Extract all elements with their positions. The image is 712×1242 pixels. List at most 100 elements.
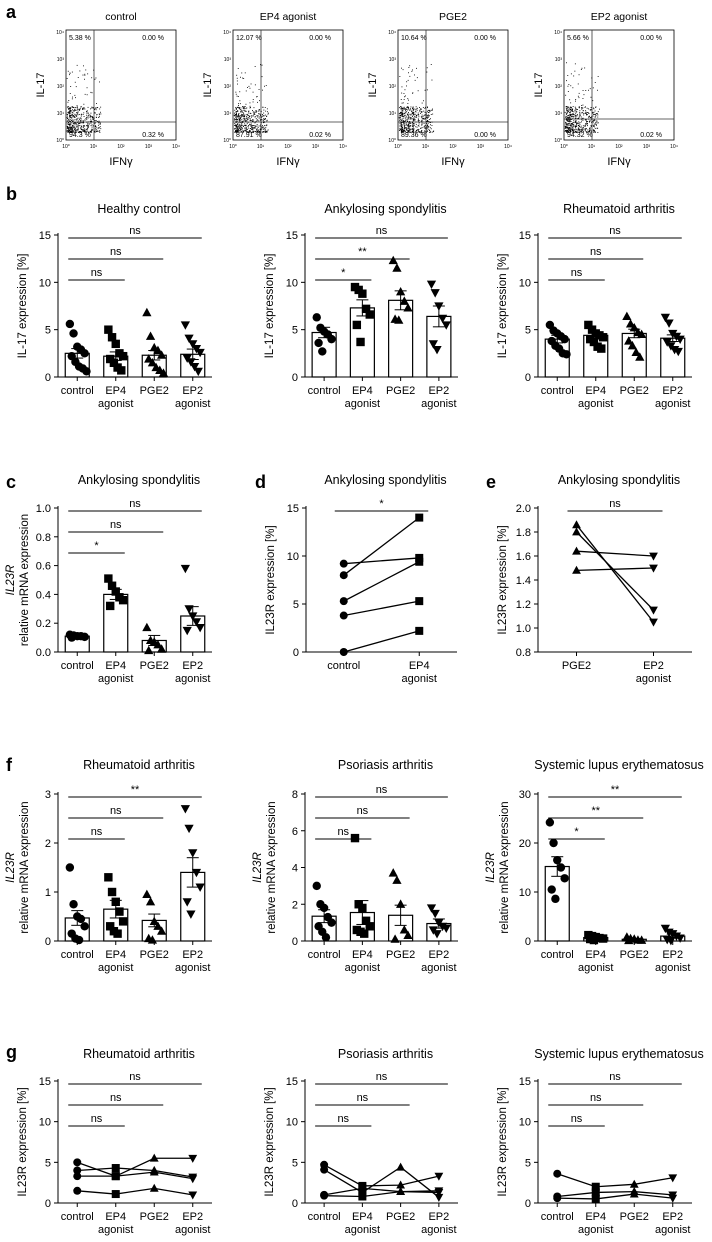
panel-f1-point [111, 897, 120, 906]
panel-a4-event-dot [575, 128, 577, 130]
panel-a4-event-dot [594, 130, 595, 132]
panel-a1-event-dot [72, 128, 74, 130]
panel-a1-event-dot [68, 131, 70, 133]
panel-a3-frame [397, 29, 509, 141]
panel-a3-event-dot [419, 131, 421, 133]
panel-a3-event-dot [412, 122, 413, 124]
panel-a4-event-dot [574, 109, 576, 111]
panel-a4-event-dot [575, 120, 577, 122]
panel-a2-event-dot [238, 114, 239, 115]
panel-a3-event-dot [408, 72, 409, 74]
panel-a1-event-dot [84, 73, 86, 75]
panel-a3-event-dot [414, 79, 416, 81]
panel-a4-event-dot [570, 121, 572, 122]
panel-a3-event-dot [415, 108, 417, 110]
panel-g2-ytick-label: 5 [292, 1157, 298, 1169]
panel-a4-event-dot [584, 128, 586, 130]
panel-a3-event-dot [430, 118, 431, 120]
panel-a1-event-dot [67, 132, 69, 133]
panel-f2-xtick-label: control [308, 949, 341, 961]
panel-a3-event-dot [409, 131, 411, 133]
panel-a2-event-dot [243, 120, 245, 122]
panel-label-d: d [255, 472, 266, 492]
panel-a1-event-dot [80, 122, 82, 124]
panel-d-ytick-label: 5 [293, 599, 299, 611]
panel-a3-event-dot [412, 126, 414, 128]
panel-a3-event-dot [408, 130, 410, 131]
panel-a2-event-dot [239, 115, 241, 116]
panel-a1-ytick-label: 10⁴ [56, 30, 64, 36]
panel-a1-event-dot [78, 122, 79, 124]
panel-a1-event-dot [71, 117, 73, 119]
panel-a4-event-dot [586, 112, 587, 114]
panel-f3-point [560, 874, 569, 883]
panel-a2-event-dot [260, 120, 262, 121]
panel-a2-event-dot [265, 130, 267, 132]
panel-f2-point [361, 916, 371, 925]
panel-g1-comparison-label: ns [129, 1071, 141, 1083]
panel-a2-event-dot [241, 110, 243, 112]
panel-a4-event-dot [565, 117, 567, 119]
panel-a3-event-dot [423, 110, 425, 112]
panel-a4-event-dot [566, 130, 568, 132]
panel-a4-event-dot [578, 115, 580, 117]
panel-a2-event-dot [237, 116, 239, 118]
panel-a1-event-dot [72, 112, 74, 114]
panel-a3-event-dot [412, 92, 413, 94]
panel-a3-event-dot [399, 124, 401, 126]
panel-a4-event-dot [595, 106, 597, 108]
panel-a3-event-dot [403, 128, 405, 129]
panel-a3-event-dot [420, 127, 422, 129]
panel-a2-event-dot [257, 132, 259, 133]
panel-a4-event-dot [565, 108, 567, 109]
panel-a3-event-dot [427, 123, 429, 125]
panel-a1-event-dot [68, 113, 70, 115]
panel-a1-event-dot [94, 126, 96, 127]
panel-a2-event-dot [236, 80, 238, 82]
panel-c-ylabel: relative mRNA expression [19, 514, 31, 646]
panel-a4-event-dot [567, 126, 569, 128]
panel-a2-event-dot [245, 129, 247, 131]
panel-a1-ytick-label: 10¹ [57, 111, 65, 117]
panel-a3-event-dot [405, 119, 407, 121]
panel-a4-ytick-label: 10³ [555, 57, 563, 63]
panel-g3-comparison-label: ns [590, 1092, 602, 1104]
panel-a4-event-dot [575, 115, 577, 117]
panel-a3-event-dot [427, 130, 428, 132]
panel-a3-event-dot [428, 125, 430, 127]
panel-f2-xtick-label: EP4 [352, 949, 373, 961]
panel-a3-event-dot [409, 121, 411, 123]
panel-a4-event-dot [592, 100, 594, 102]
panel-a3-event-dot [432, 131, 434, 133]
panel-g1-xtick-label: PGE2 [140, 1211, 169, 1223]
panel-a1-event-dot [93, 131, 95, 132]
panel-a2-event-dot [252, 127, 254, 129]
panel-a1-event-dot [86, 112, 88, 114]
panel-a4-ytick-label: 10⁰ [554, 138, 562, 144]
panel-a3-event-dot [427, 116, 428, 118]
panel-a4-event-dot [565, 116, 567, 117]
panel-a4-event-dot [569, 116, 571, 118]
panel-a4-event-dot [575, 124, 577, 126]
panel-a3-event-dot [403, 130, 405, 132]
panel-a3-event-dot [415, 126, 417, 128]
panel-a4-event-dot [574, 106, 576, 108]
panel-a1-event-dot [70, 117, 72, 119]
panel-a4-event-dot [576, 114, 578, 115]
panel-a4-event-dot [577, 131, 579, 133]
panel-a3-event-dot [407, 113, 408, 115]
panel-a2-event-dot [243, 106, 245, 108]
panel-f3-comparison-label: ** [611, 784, 620, 796]
panel-a3-event-dot [431, 79, 433, 81]
panel-a1-event-dot [67, 120, 68, 122]
panel-a4-event-dot [573, 116, 574, 118]
panel-a1-event-dot [83, 116, 85, 117]
panel-a1-event-dot [77, 113, 79, 115]
panel-b2-point [392, 263, 402, 272]
panel-e-xtick-label: PGE2 [562, 660, 591, 672]
panel-a3-event-dot [407, 129, 409, 131]
panel-a2-xlabel: IFNγ [276, 156, 300, 168]
panel-a4-event-dot [572, 122, 574, 124]
panel-a2-event-dot [268, 112, 269, 114]
panel-a1-event-dot [86, 111, 87, 112]
